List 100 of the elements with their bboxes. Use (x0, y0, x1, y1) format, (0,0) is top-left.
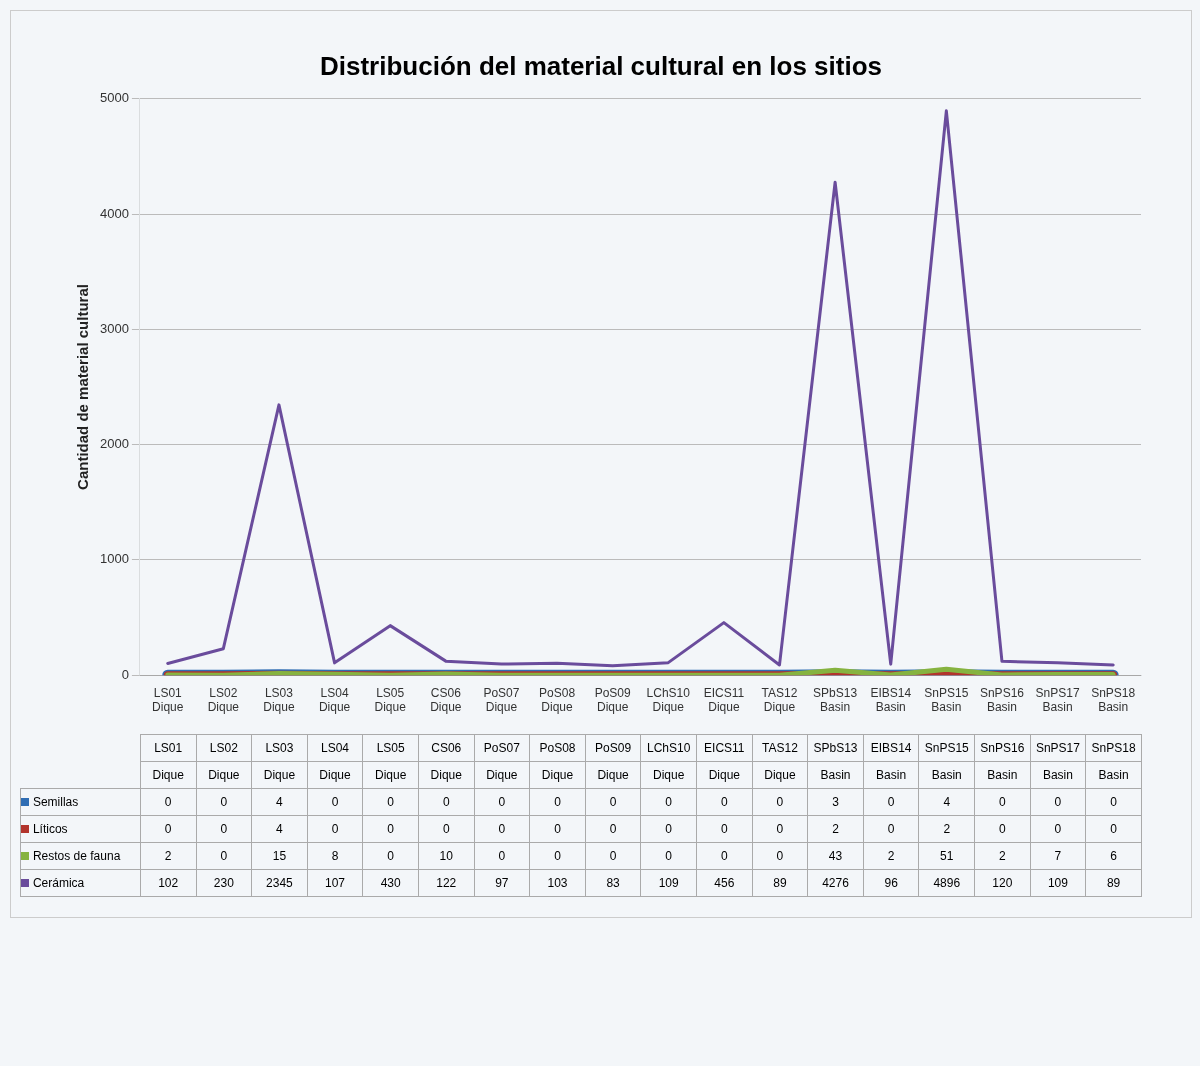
data-label: 0 (1030, 788, 1086, 816)
category-label: LS05 Dique (374, 741, 407, 782)
data-label: 0 (752, 788, 808, 816)
data-label: 0 (418, 815, 475, 843)
data-label: 51 (918, 842, 975, 870)
data-label: 107 (307, 869, 363, 897)
data-label: 0 (696, 815, 753, 843)
data-label: 0 (529, 788, 586, 816)
data-label: 4 (251, 788, 308, 816)
data-label: 0 (752, 815, 808, 843)
x-tick-label: PoS09 Dique (594, 685, 631, 715)
data-label: 0 (585, 815, 641, 843)
data-label: 15 (251, 842, 308, 870)
y-tick-label: 2000 (100, 436, 129, 452)
data-label: 89 (1085, 869, 1142, 897)
x-tick-label: SnPS18 Basin (1091, 685, 1136, 715)
x-tick-label: CS06 Dique (430, 685, 462, 715)
category-label: SPbS13 Basin (813, 741, 858, 782)
category-label: LS04 Dique (319, 741, 351, 782)
data-label: 0 (307, 815, 363, 843)
data-label: 0 (140, 815, 197, 843)
x-tick-label: LS02 Dique (207, 685, 240, 715)
y-tick-label: 1000 (100, 551, 129, 567)
data-label: 2 (974, 842, 1031, 870)
data-label: 0 (863, 788, 919, 816)
category-label: CS06 Dique (430, 741, 462, 782)
data-label: 0 (529, 815, 586, 843)
data-label: 0 (474, 788, 530, 816)
category-label: EIBS14 Basin (870, 741, 912, 782)
data-label: 0 (640, 815, 697, 843)
data-label: 3 (807, 788, 864, 816)
y-tick-label: 4000 (100, 205, 129, 221)
data-label: 10 (418, 842, 475, 870)
x-tick-label: SPbS13 Basin (813, 685, 858, 715)
legend-label: Líticos (20, 815, 141, 843)
data-label: 230 (196, 869, 252, 897)
y-tick-label: 0 (121, 666, 129, 682)
x-tick-label: PoS08 Dique (539, 685, 576, 715)
data-label: 0 (752, 842, 808, 870)
data-label: 0 (640, 788, 697, 816)
data-label: 0 (585, 788, 641, 816)
data-label: 0 (640, 842, 697, 870)
legend-label: Cerámica (20, 869, 141, 897)
data-label: 2 (140, 842, 197, 870)
data-label: 0 (474, 815, 530, 843)
category-label: LS01 Dique (152, 741, 184, 782)
data-label: 120 (974, 869, 1031, 897)
data-label: 43 (807, 842, 864, 870)
data-label: 0 (1085, 815, 1142, 843)
data-label: 102 (140, 869, 197, 897)
category-label: PoS08 Dique (539, 741, 576, 782)
category-label: EICS11 Dique (704, 741, 745, 782)
category-label: LS03 Dique (263, 741, 296, 782)
x-tick-label: LChS10 Dique (646, 685, 691, 715)
category-label: LChS10 Dique (647, 741, 691, 782)
data-label: 109 (1030, 869, 1086, 897)
category-label: SnPS16 Basin (980, 741, 1025, 782)
data-label: 0 (585, 842, 641, 870)
data-label: 4 (918, 788, 975, 816)
data-label: 0 (140, 788, 197, 816)
data-label: 4276 (807, 869, 864, 897)
data-label: 0 (696, 842, 753, 870)
data-label: 0 (1030, 815, 1086, 843)
data-label: 0 (974, 788, 1031, 816)
data-label: 6 (1085, 842, 1142, 870)
category-label: SnPS15 Basin (924, 741, 969, 782)
data-label: 97 (474, 869, 530, 897)
data-label: 4896 (918, 869, 975, 897)
data-label: 0 (418, 788, 475, 816)
x-tick-label: EIBS14 Basin (870, 685, 912, 715)
category-label: SnPS17 Basin (1035, 741, 1080, 782)
data-label: 83 (585, 869, 641, 897)
data-label: 122 (418, 869, 475, 897)
legend-label: Restos de fauna (20, 842, 141, 870)
legend-label: Semillas (20, 788, 141, 816)
category-label: PoS07 Dique (483, 741, 520, 782)
data-label: 430 (362, 869, 419, 897)
data-label: 0 (196, 788, 252, 816)
data-label: 0 (196, 842, 252, 870)
data-label: 103 (529, 869, 586, 897)
x-tick-label: EICS11 Dique (703, 685, 745, 715)
x-tick-label: TAS12 Dique (761, 685, 798, 715)
data-label: 0 (362, 815, 419, 843)
x-tick-label: LS03 Dique (263, 685, 295, 715)
category-label: TAS12 Dique (762, 741, 798, 782)
category-label: SnPS18 Basin (1091, 741, 1136, 782)
data-label: 0 (529, 842, 586, 870)
data-label: 0 (696, 788, 753, 816)
data-label: 0 (362, 788, 419, 816)
x-tick-label: SnPS17 Basin (1035, 685, 1080, 715)
data-label: 4 (251, 815, 308, 843)
data-label: 7 (1030, 842, 1086, 870)
x-tick-label: LS01 Dique (152, 685, 184, 715)
x-tick-label: PoS07 Dique (483, 685, 520, 715)
data-label: 8 (307, 842, 363, 870)
x-tick-label: SnPS16 Basin (979, 685, 1025, 715)
chart-title: Distribución del material cultural en los sitios (319, 51, 883, 82)
x-tick-label: SnPS15 Basin (924, 685, 969, 715)
x-tick-label: LS05 Dique (374, 685, 407, 715)
data-label: 0 (362, 842, 419, 870)
